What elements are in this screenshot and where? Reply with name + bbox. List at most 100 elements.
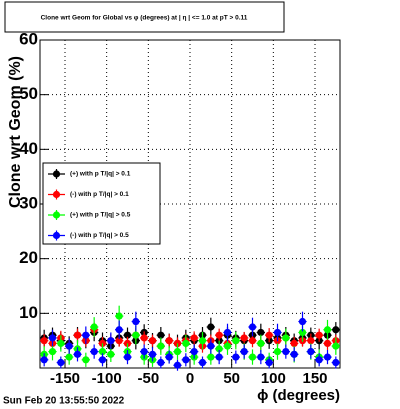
data-point [248, 323, 257, 331]
legend-label: (+) with p T/|q| > 0.1 [70, 171, 131, 178]
data-point [48, 348, 57, 356]
data-point [315, 356, 323, 364]
data-point [207, 353, 215, 361]
legend-label: (+) with p T/|q| > 0.5 [70, 212, 131, 219]
data-point [82, 356, 90, 364]
data-point [107, 350, 115, 358]
data-point [307, 337, 315, 345]
data-point [190, 348, 198, 356]
data-point [57, 358, 65, 367]
data-point [232, 353, 240, 361]
data-point [232, 337, 240, 345]
data-point [332, 358, 340, 367]
data-point [265, 331, 273, 339]
data-point [73, 350, 82, 358]
data-point [323, 326, 332, 334]
data-point [140, 334, 148, 342]
data-point [140, 348, 148, 356]
data-point [223, 328, 232, 337]
x-tick-label: 0 [186, 370, 194, 387]
data-point [115, 337, 123, 345]
y-tick-label: 50 [19, 84, 38, 103]
x-tick-label: -150 [50, 370, 80, 387]
data-point [148, 337, 157, 345]
legend-label: (-) with p T/|q| > 0.1 [70, 191, 129, 198]
data-point [207, 323, 215, 331]
data-point [132, 317, 140, 326]
data-point [290, 350, 298, 358]
y-tick-label: 40 [19, 139, 38, 158]
data-point [207, 342, 215, 350]
data-point [182, 356, 190, 364]
data-point [40, 356, 48, 364]
data-point [248, 337, 257, 345]
data-point [90, 348, 98, 356]
data-point [165, 337, 173, 345]
data-point [215, 353, 223, 361]
data-point [257, 339, 265, 347]
data-point [223, 342, 232, 350]
data-point [198, 358, 207, 367]
data-point [190, 334, 198, 342]
title-box [4, 1, 285, 33]
data-point [132, 331, 140, 339]
legend-marker [52, 190, 61, 199]
chart-title: Clone wrt Geom for Global vs φ (degrees)… [41, 15, 248, 22]
data-point [182, 339, 190, 347]
data-point [265, 358, 273, 367]
y-tick-label: 30 [19, 193, 38, 212]
data-point [157, 331, 165, 339]
data-point [282, 348, 290, 356]
data-point [290, 339, 298, 347]
data-point [298, 328, 307, 337]
y-tick-label: 60 [19, 29, 38, 48]
x-axis-label: ϕ (degrees) [257, 387, 340, 404]
series [40, 311, 340, 371]
data-point [65, 342, 73, 350]
data-point [323, 339, 332, 347]
data-point [157, 358, 165, 367]
data-point [173, 348, 182, 356]
data-point [323, 353, 332, 361]
data-point [148, 350, 157, 358]
data-point [307, 348, 315, 356]
y-tick-label: 20 [19, 248, 38, 267]
legend-marker [52, 170, 61, 178]
data-point [257, 353, 265, 361]
data-point [332, 326, 340, 334]
y-tick-label: 10 [19, 303, 38, 322]
data-point [248, 353, 257, 361]
data-point [198, 337, 207, 345]
x-tick-label: 100 [261, 370, 286, 387]
data-point [48, 334, 57, 342]
legend-marker [52, 231, 61, 240]
legend-box [42, 162, 161, 245]
series [40, 305, 340, 367]
data-point [57, 339, 65, 347]
legend-marker [52, 211, 61, 219]
legend-label: (-) with p T/|q| > 0.5 [70, 232, 129, 239]
timestamp: Sun Feb 20 13:55:50 2022 [3, 396, 125, 407]
data-point [240, 334, 248, 342]
data-point [123, 353, 132, 361]
data-point [315, 331, 323, 339]
data-point [173, 361, 182, 369]
x-tick-label: 50 [223, 370, 240, 387]
data-point [332, 342, 340, 350]
x-tick-label: -100 [92, 370, 122, 387]
data-point [115, 312, 123, 320]
data-point [123, 331, 132, 339]
data-point [240, 348, 248, 356]
data-point [215, 345, 223, 353]
data-point [107, 337, 115, 345]
x-tick-label: -50 [137, 370, 159, 387]
data-point [115, 326, 123, 334]
data-point [215, 331, 223, 339]
data-point [157, 342, 165, 350]
data-point [273, 328, 282, 337]
data-point [98, 348, 107, 356]
data-point [273, 348, 282, 356]
data-point [73, 331, 82, 339]
data-point [82, 331, 90, 339]
